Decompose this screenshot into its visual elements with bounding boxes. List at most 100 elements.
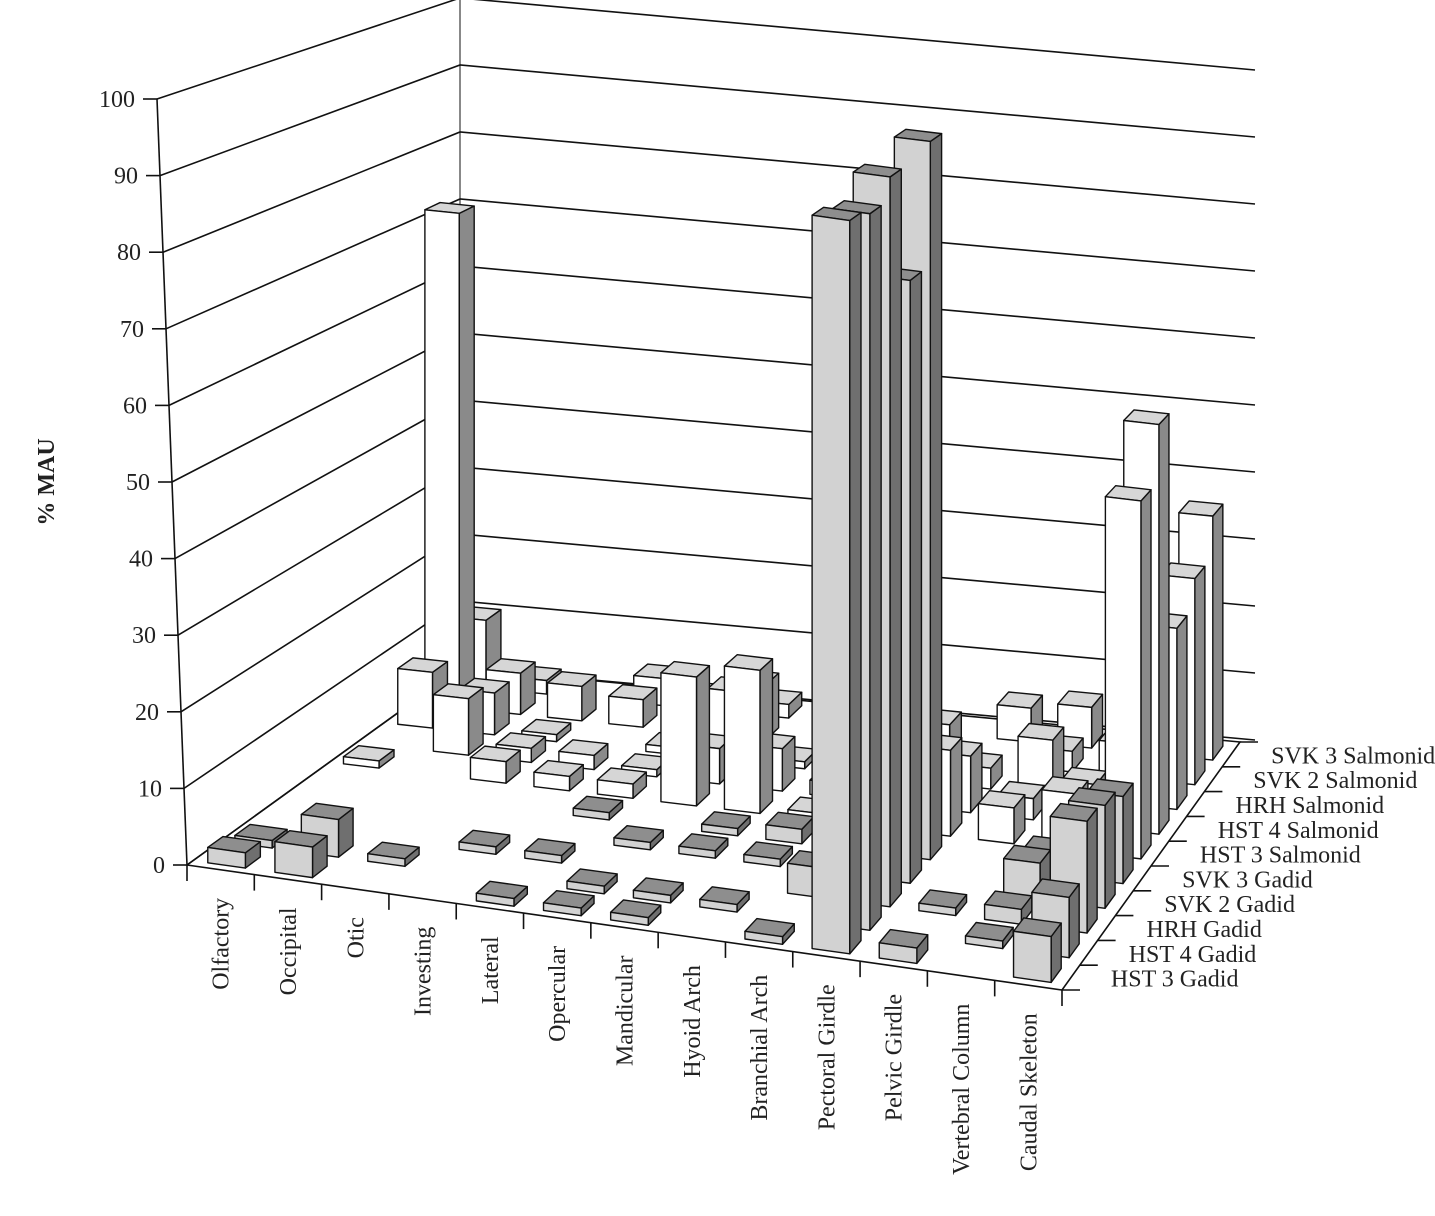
bar <box>765 811 815 845</box>
bar-side <box>1176 615 1188 811</box>
bar-front <box>878 942 918 965</box>
bar-side <box>1212 503 1224 761</box>
bar <box>424 201 475 709</box>
y-tick-label: 70 <box>120 317 144 343</box>
series-label: HRH Gadid <box>1147 917 1262 943</box>
y-tick-label: 10 <box>138 776 162 802</box>
bar-front <box>765 824 803 845</box>
bar <box>660 660 711 807</box>
axes <box>143 98 1258 1006</box>
gridline <box>165 198 1256 330</box>
x-tick-label: Vertebral Column <box>949 1004 975 1175</box>
bar-side <box>1158 413 1170 835</box>
bar-front <box>424 209 460 709</box>
bar <box>723 654 774 815</box>
bar <box>469 745 521 784</box>
y-tick-label: 90 <box>114 164 138 190</box>
x-tick-label: Pelvic Girdle <box>882 994 908 1121</box>
y-tick-label: 60 <box>123 393 147 419</box>
bar-side <box>949 737 963 837</box>
gridline <box>156 0 1256 100</box>
bar <box>533 759 584 792</box>
bar-front <box>700 823 739 837</box>
x-tick-label: Mandicular <box>613 955 639 1066</box>
bar-front <box>274 841 314 879</box>
bar-front <box>977 803 1015 845</box>
bar <box>632 877 684 904</box>
bar-front <box>546 682 583 722</box>
bar-side <box>1140 489 1152 860</box>
bar-front <box>744 930 784 946</box>
x-tick-label: Pectoral Girdle <box>814 984 840 1130</box>
bar <box>342 744 395 769</box>
bar <box>977 790 1026 845</box>
bar-side <box>929 132 943 861</box>
bar <box>596 767 648 800</box>
bar <box>546 670 597 722</box>
bar-side <box>458 205 475 709</box>
y-tick-label: 100 <box>99 87 135 113</box>
bar <box>700 811 751 837</box>
x-tick-label: Caudal Skeleton <box>1016 1013 1042 1171</box>
bar-side <box>909 271 923 884</box>
y-tick-label: 20 <box>135 700 159 726</box>
bar <box>964 921 1014 950</box>
bar <box>274 829 328 879</box>
bar <box>699 886 750 913</box>
x-tick-label: Branchial Arch <box>747 975 773 1121</box>
bar-front <box>811 214 851 955</box>
bar-front <box>1012 930 1052 984</box>
x-tick-label: Investing <box>411 927 437 1016</box>
bar-front <box>678 845 716 859</box>
bar-front <box>743 853 781 868</box>
bar-front <box>397 667 434 729</box>
bar <box>1017 722 1065 797</box>
bar-side <box>849 211 862 955</box>
bar <box>743 841 794 868</box>
bar <box>475 880 529 907</box>
bar-side <box>695 665 711 807</box>
bar <box>566 868 618 895</box>
bar <box>608 683 658 728</box>
y-tick-label: 30 <box>132 623 156 649</box>
bar-front <box>342 755 380 769</box>
bar-front <box>458 841 497 856</box>
bar-front <box>469 756 507 784</box>
bar-front <box>632 889 672 904</box>
bar <box>678 833 729 859</box>
bar <box>542 889 595 917</box>
bar <box>1012 917 1062 984</box>
bar <box>524 838 576 864</box>
bar-front <box>608 695 644 728</box>
bar-side <box>1122 782 1134 885</box>
bar <box>572 795 624 821</box>
x-tick-label: Occipital <box>276 907 302 995</box>
y-tick-label: 0 <box>153 853 165 879</box>
x-tick-label: Opercular <box>545 946 571 1042</box>
y-tick-label: 80 <box>117 240 141 266</box>
bar-front <box>207 846 247 869</box>
bar-side <box>889 168 902 908</box>
labels: 0 10 20 30 40 50 60 70 80 90 100 Olfactory Occipital… <box>99 87 1435 1175</box>
bar <box>613 824 664 851</box>
bar-front <box>566 880 605 895</box>
series-label: HST 3 Salmonid <box>1200 843 1361 869</box>
bar <box>811 206 862 955</box>
series-label: SVK 2 Salmonid <box>1253 768 1417 794</box>
series-label: HRH Salmonid <box>1236 793 1385 819</box>
bar <box>744 917 795 946</box>
bar <box>983 890 1033 925</box>
bar-front <box>983 903 1023 925</box>
series-label: SVK 3 Salmonid <box>1271 743 1435 769</box>
series-label: HST 3 Gadid <box>1111 967 1239 993</box>
x-tick-label: Hyoid Arch <box>680 965 706 1078</box>
bar-front <box>660 672 698 807</box>
x-tick-label: Olfactory <box>209 898 235 990</box>
gridline <box>159 64 1256 177</box>
bar-side <box>1104 791 1116 910</box>
bar-front <box>475 892 515 907</box>
bar-front <box>596 779 634 800</box>
bar-front <box>918 902 957 917</box>
series-label: SVK 2 Gadid <box>1164 892 1295 918</box>
